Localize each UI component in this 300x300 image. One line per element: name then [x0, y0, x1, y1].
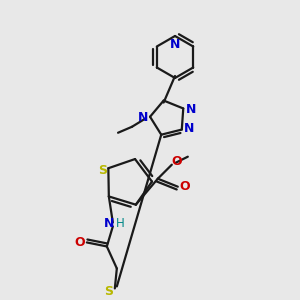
Text: N: N [184, 122, 194, 135]
Text: O: O [74, 236, 85, 249]
Text: H: H [116, 217, 124, 230]
Text: S: S [98, 164, 107, 177]
Text: N: N [103, 217, 114, 230]
Text: N: N [186, 103, 196, 116]
Text: O: O [179, 180, 190, 193]
Text: N: N [170, 38, 180, 50]
Text: O: O [172, 155, 182, 168]
Text: S: S [104, 285, 113, 298]
Text: N: N [138, 111, 148, 124]
